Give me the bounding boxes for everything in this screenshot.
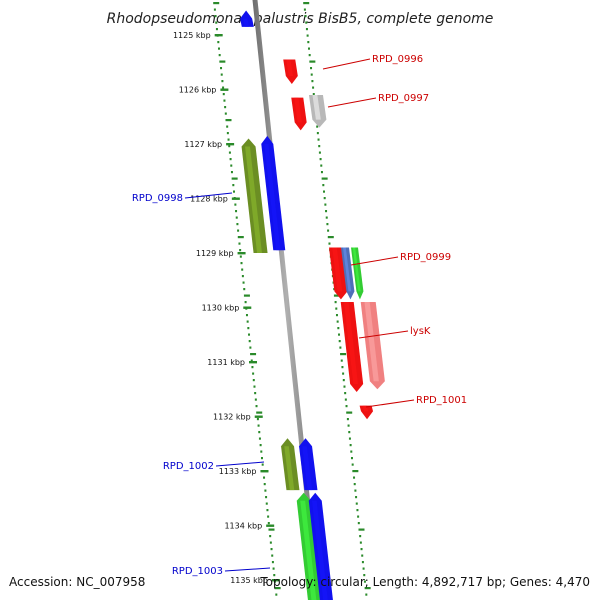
gene-feature[interactable] <box>340 247 355 300</box>
tick-mark <box>271 579 280 582</box>
gene-label-leader <box>358 330 409 339</box>
tick-label: 1130 kbp <box>202 304 240 313</box>
tick-label: 1129 kbp <box>196 249 234 258</box>
tick-label: 1127 kbp <box>184 140 222 149</box>
gene-feature[interactable] <box>360 302 385 390</box>
gene-label[interactable]: RPD_0999 <box>400 252 451 263</box>
tick-mark <box>214 34 223 37</box>
accession-text: Accession: NC_007958 <box>9 575 146 589</box>
tick-mark <box>231 197 240 200</box>
gene-feature[interactable] <box>340 302 364 392</box>
gc-content-track <box>213 2 371 596</box>
gene-label-leader <box>215 461 265 467</box>
gene-label[interactable]: RPD_1003 <box>172 566 223 577</box>
gene-label-leader <box>224 567 271 572</box>
gene-label-leader <box>184 192 233 199</box>
tick-mark <box>266 524 275 527</box>
gene-label[interactable]: lysK <box>410 326 431 337</box>
tick-label: 1133 kbp <box>219 467 257 476</box>
tick-mark <box>254 415 263 418</box>
gene-label-leader <box>365 399 415 408</box>
gene-feature[interactable] <box>261 135 286 251</box>
tick-label: 1125 kbp <box>173 31 211 40</box>
tick-mark <box>226 143 235 146</box>
gene-feature[interactable] <box>308 492 334 600</box>
gene-label[interactable]: RPD_1001 <box>416 395 467 406</box>
gene-label-leader <box>327 97 377 108</box>
tick-label: 1128 kbp <box>190 195 228 204</box>
gene-feature[interactable] <box>296 492 323 600</box>
tick-mark <box>249 361 258 364</box>
tick-label: 1131 kbp <box>207 358 245 367</box>
kbp-scale: 1125 kbp 1126 kbp 1127 kbp 1128 kbp 1129 kbp… <box>173 31 280 585</box>
gene-feature[interactable] <box>240 10 254 27</box>
map-title: Rhodopseudomonas palustris BisB5, comple… <box>107 11 494 27</box>
gene-feature[interactable] <box>281 438 300 491</box>
topology-text: Topology: circular; Length: 4,892,717 bp… <box>260 575 590 589</box>
gene-feature[interactable] <box>241 138 268 253</box>
gene-label-leader <box>350 256 399 266</box>
tick-mark <box>220 88 229 91</box>
gene-label[interactable]: RPD_1002 <box>163 461 214 472</box>
tick-label: 1126 kbp <box>179 86 217 95</box>
gene-feature[interactable] <box>359 405 374 420</box>
gene-label[interactable]: RPD_0998 <box>132 193 183 204</box>
tick-label: 1135 kbp <box>230 576 268 585</box>
gene-feature[interactable] <box>299 438 318 491</box>
gene-feature[interactable] <box>350 247 364 300</box>
tick-mark <box>237 252 246 255</box>
tick-mark <box>260 470 269 473</box>
gene-labels: RPD_0996 RPD_0997 RPD_0998 RPD_0999 lysK RPD_… <box>132 54 467 577</box>
gene-label[interactable]: RPD_0996 <box>372 54 423 65</box>
gene-feature[interactable] <box>308 94 327 128</box>
gene-label[interactable]: RPD_0997 <box>378 93 429 104</box>
tick-mark <box>243 306 252 309</box>
gene-features <box>240 10 385 600</box>
gc-track-left <box>213 2 281 596</box>
gene-label-leader <box>322 58 371 70</box>
tick-label: 1132 kbp <box>213 413 251 422</box>
tick-label: 1134 kbp <box>224 522 262 531</box>
gene-feature[interactable] <box>291 97 307 131</box>
gene-feature[interactable] <box>283 59 298 85</box>
